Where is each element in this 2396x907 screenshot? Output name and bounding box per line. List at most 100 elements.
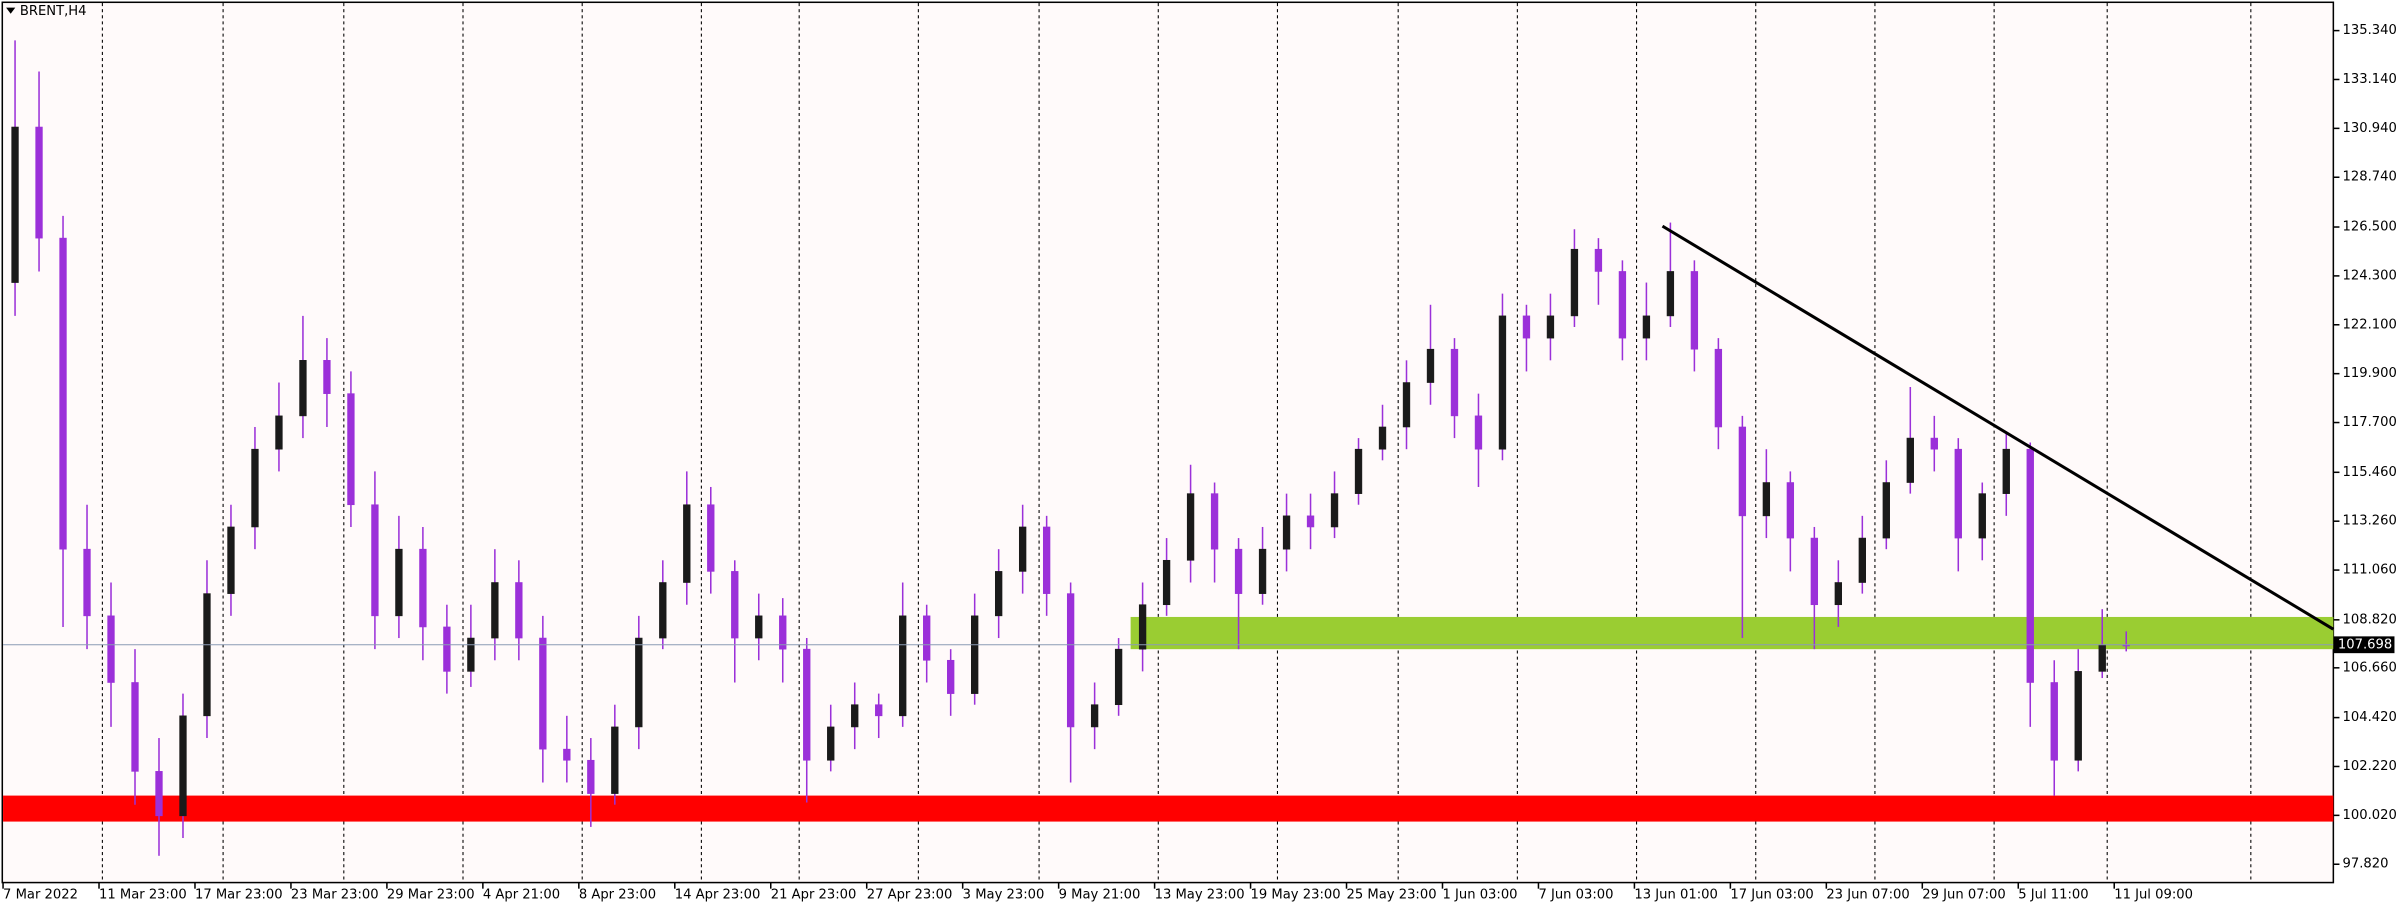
x-tick-label: 13 May 23:00 [1155, 887, 1245, 902]
candle-body [515, 582, 523, 639]
candle-body [1906, 437, 1914, 483]
y-tick-label: 108.820 [2343, 612, 2396, 627]
chart-title: BRENT,H4 [20, 4, 87, 19]
candle-body [299, 360, 307, 417]
candle-body [11, 126, 19, 283]
candle-body [1210, 493, 1219, 550]
candle-body [1258, 548, 1267, 594]
candle-body [1594, 248, 1603, 272]
candle-body [1282, 515, 1291, 550]
candle-body [275, 415, 283, 450]
candle-body [251, 448, 259, 528]
y-tick-label: 102.220 [2343, 759, 2396, 774]
candle-body [35, 126, 43, 239]
candle-body [1642, 315, 1651, 339]
x-tick-label: 8 Apr 23:00 [579, 887, 656, 902]
candle-body [2098, 644, 2106, 672]
candle-body [1138, 604, 1147, 650]
y-tick-label: 122.100 [2343, 317, 2396, 332]
candle-body [107, 615, 115, 683]
candle-body [347, 393, 355, 506]
x-tick-label: 13 Jun 01:00 [1634, 887, 1717, 902]
price-zone [3, 795, 2334, 822]
candle-body [827, 726, 835, 761]
y-tick-label: 133.140 [2343, 72, 2396, 87]
candle-body [779, 615, 787, 650]
candle-body [2050, 682, 2058, 761]
x-tick-label: 11 Jul 09:00 [2114, 887, 2193, 902]
y-tick-label: 97.820 [2343, 857, 2389, 872]
candle-body [83, 548, 91, 617]
menu-arrow[interactable] [6, 7, 16, 14]
x-tick-label: 25 May 23:00 [1347, 887, 1437, 902]
y-tick-label: 104.420 [2343, 710, 2396, 725]
candle-body [467, 637, 475, 672]
candle-body [971, 615, 979, 694]
candle-body [179, 715, 187, 817]
plot-area [1, 1, 2335, 884]
candle-body [1666, 271, 1675, 317]
candle-body [851, 704, 859, 728]
candle-body [1474, 415, 1483, 450]
candle-body [227, 526, 235, 594]
candle-body [1930, 437, 1938, 450]
candle-body [1090, 704, 1099, 728]
x-tick-label: 4 Apr 21:00 [483, 887, 560, 902]
x-tick-label: 23 Jun 07:00 [1826, 887, 1909, 902]
candle-body [539, 637, 547, 750]
y-tick-label: 128.740 [2343, 170, 2396, 185]
candle-body [1378, 426, 1387, 450]
candle-body [1714, 348, 1723, 428]
candle-body [1570, 248, 1579, 317]
x-tick-label: 27 Apr 23:00 [867, 887, 953, 902]
candle-body [1234, 548, 1243, 594]
candle-body [683, 504, 691, 583]
y-tick-label: 135.340 [2343, 23, 2396, 38]
candle-body [731, 571, 739, 639]
x-tick-label: 23 Mar 23:00 [291, 887, 379, 902]
candle-body [635, 637, 643, 728]
candle-body [1186, 493, 1195, 561]
y-tick-label: 115.460 [2343, 465, 2396, 480]
candle-body [1426, 348, 1435, 383]
candle-body [659, 582, 667, 639]
candle-body [59, 237, 67, 550]
x-tick-label: 21 Apr 23:00 [771, 887, 857, 902]
candle-body [1546, 315, 1555, 339]
candle-body [1018, 526, 1027, 572]
candle-body [1522, 315, 1531, 339]
candle-body [155, 771, 163, 817]
last-price-label: 107.698 [2338, 637, 2392, 652]
y-tick-label: 124.300 [2343, 268, 2396, 283]
y-tick-label: 100.020 [2343, 808, 2396, 823]
candle-body [1042, 526, 1051, 594]
x-tick-label: 9 May 21:00 [1059, 887, 1141, 902]
candle-body [899, 615, 907, 717]
candle-body [1402, 382, 1411, 428]
candle-body [1354, 448, 1363, 494]
candle-body [611, 726, 619, 794]
candle-body [1498, 315, 1507, 450]
y-tick-label: 119.900 [2343, 366, 2396, 381]
candle-body [1450, 348, 1459, 417]
candle-body [443, 626, 451, 672]
candle-body [1882, 482, 1890, 539]
candle-body [1738, 426, 1747, 517]
candle-body [1810, 537, 1819, 606]
x-tick-label: 29 Jun 07:00 [1922, 887, 2005, 902]
trend-line [1661, 224, 2335, 631]
candle-body [1762, 482, 1771, 517]
candle-body [395, 548, 403, 617]
candle-body [923, 615, 931, 661]
x-tick-label: 3 May 23:00 [963, 887, 1045, 902]
candle-body [131, 682, 139, 772]
candle-body [1162, 559, 1171, 606]
x-tick-label: 29 Mar 23:00 [387, 887, 475, 902]
price-zone [1130, 616, 2334, 650]
y-tick-label: 117.700 [2343, 415, 2396, 430]
candle-body [1954, 448, 1962, 539]
candle-body [323, 360, 331, 394]
candle-body [994, 571, 1003, 617]
